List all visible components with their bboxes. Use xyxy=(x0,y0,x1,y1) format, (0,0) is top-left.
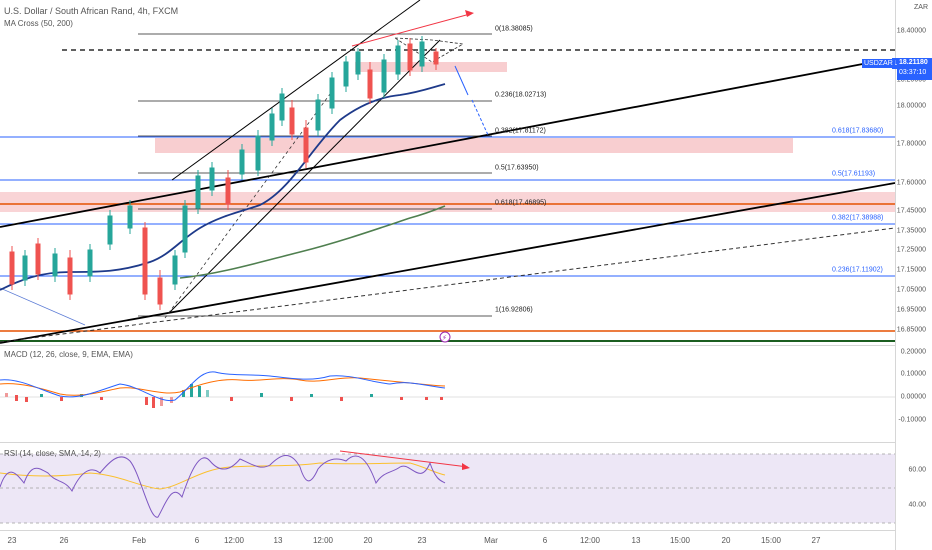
dashed-trend xyxy=(0,227,895,343)
price-tick: 17.80000 xyxy=(896,140,926,148)
time-tick: 6 xyxy=(194,536,200,545)
trend-upper-long xyxy=(0,62,869,228)
ma50-line xyxy=(0,83,446,291)
fib-right-0236: 0.236(17.11902) xyxy=(832,266,883,274)
macd-line xyxy=(0,371,446,402)
countdown-value: 03:37:10 xyxy=(899,69,927,76)
fib-label-0382: 0.382(17.81172) xyxy=(495,127,546,135)
candles xyxy=(9,36,439,310)
time-tick: 23 xyxy=(7,536,17,545)
time-tick: 12:00 xyxy=(579,536,601,545)
time-tick: 13 xyxy=(631,536,641,545)
svg-text:⚡: ⚡ xyxy=(442,334,447,342)
blue-drop-arrow-2 xyxy=(471,99,489,136)
time-tick: 6 xyxy=(542,536,548,545)
trend-lower-long xyxy=(0,182,895,344)
rsi-arrowhead xyxy=(462,463,470,470)
price-tick: 17.35000 xyxy=(896,227,926,235)
rsi-tick: 60.00 xyxy=(908,466,926,474)
zone-top xyxy=(355,62,507,72)
rsi-label[interactable]: RSI (14, close, SMA, 14, 2) xyxy=(4,449,101,458)
time-tick: Mar xyxy=(484,536,498,545)
time-tick: 12:00 xyxy=(223,536,245,545)
rsi-tick: 40.00 xyxy=(908,501,926,509)
price-chart[interactable]: ⚡ xyxy=(0,0,895,345)
price-tick: 18.00000 xyxy=(896,102,926,110)
fib-right-0618: 0.618(17.83680) xyxy=(832,127,884,135)
fib-right-lines xyxy=(0,136,895,277)
zone-low xyxy=(0,192,895,212)
time-tick: 26 xyxy=(59,536,69,545)
time-tick: 20 xyxy=(721,536,731,545)
macd-tick: 0.20000 xyxy=(900,348,926,356)
macd-histogram xyxy=(5,384,443,408)
chart-title: U.S. Dollar / South African Rand, 4h, FX… xyxy=(4,6,179,16)
indicator-label[interactable]: MA Cross (50, 200) xyxy=(4,19,73,28)
fib-right-05: 0.5(17.61193) xyxy=(832,170,876,178)
separator-time xyxy=(0,530,895,531)
price-tick: 17.15000 xyxy=(896,266,926,274)
macd-tick: 0.00000 xyxy=(900,393,926,401)
macd-chart[interactable] xyxy=(0,346,895,442)
last-price-value: 18.21180 xyxy=(899,59,928,66)
price-tick: 17.05000 xyxy=(896,286,926,294)
time-tick: 12:00 xyxy=(312,536,334,545)
fib-right-0382: 0.382(17.38988) xyxy=(832,214,884,222)
blue-drop-arrow xyxy=(454,65,469,96)
price-tick: 16.95000 xyxy=(896,306,926,314)
channel-a xyxy=(171,0,421,181)
fib-label-05: 0.5(17.63950) xyxy=(495,164,539,172)
fib-label-0618: 0.618(17.46895) xyxy=(495,199,547,207)
signal-line xyxy=(0,377,446,396)
macd-tick: -0.10000 xyxy=(898,416,926,424)
macd-label[interactable]: MACD (12, 26, close, 9, EMA, EMA) xyxy=(4,350,133,359)
rsi-chart[interactable] xyxy=(0,443,895,530)
blue-diag xyxy=(0,287,86,326)
time-tick: 15:00 xyxy=(760,536,782,545)
price-tick: 18.20000 xyxy=(896,76,926,84)
red-projection-arrow xyxy=(351,13,471,47)
fib-label-0236: 0.236(18.02713) xyxy=(495,91,547,99)
last-price-symbol: USDZAR xyxy=(862,59,895,68)
currency-label: ZAR xyxy=(914,4,928,11)
price-tick: 17.25000 xyxy=(896,246,926,254)
rsi-band xyxy=(0,454,895,523)
time-tick: 15:00 xyxy=(669,536,691,545)
time-tick: 20 xyxy=(363,536,373,545)
separator-rsi xyxy=(0,442,895,443)
price-tick: 18.40000 xyxy=(896,27,926,35)
separator-macd xyxy=(0,345,895,346)
fib-label-1: 1(16.92806) xyxy=(495,306,533,314)
time-tick: Feb xyxy=(132,536,146,545)
red-arrowhead xyxy=(465,10,474,17)
fib-left-lines xyxy=(138,33,492,317)
last-price-box xyxy=(897,58,932,80)
time-tick: 27 xyxy=(811,536,821,545)
lightning-icon xyxy=(439,331,451,343)
time-tick: 23 xyxy=(417,536,427,545)
price-tick: 17.45000 xyxy=(896,207,926,215)
ma200-line xyxy=(179,205,446,279)
price-axis-border xyxy=(895,0,896,550)
price-tick: 17.60000 xyxy=(896,179,926,187)
rsi-line xyxy=(0,455,446,518)
rsi-divergence-line xyxy=(339,450,469,468)
channel-dash xyxy=(164,93,331,319)
price-tick: 16.85000 xyxy=(896,326,926,334)
channel-b xyxy=(169,39,441,313)
fib-label-0: 0(18.38085) xyxy=(495,25,533,33)
time-tick: 13 xyxy=(273,536,283,545)
zone-mid xyxy=(155,138,793,153)
macd-tick: 0.10000 xyxy=(900,370,926,378)
